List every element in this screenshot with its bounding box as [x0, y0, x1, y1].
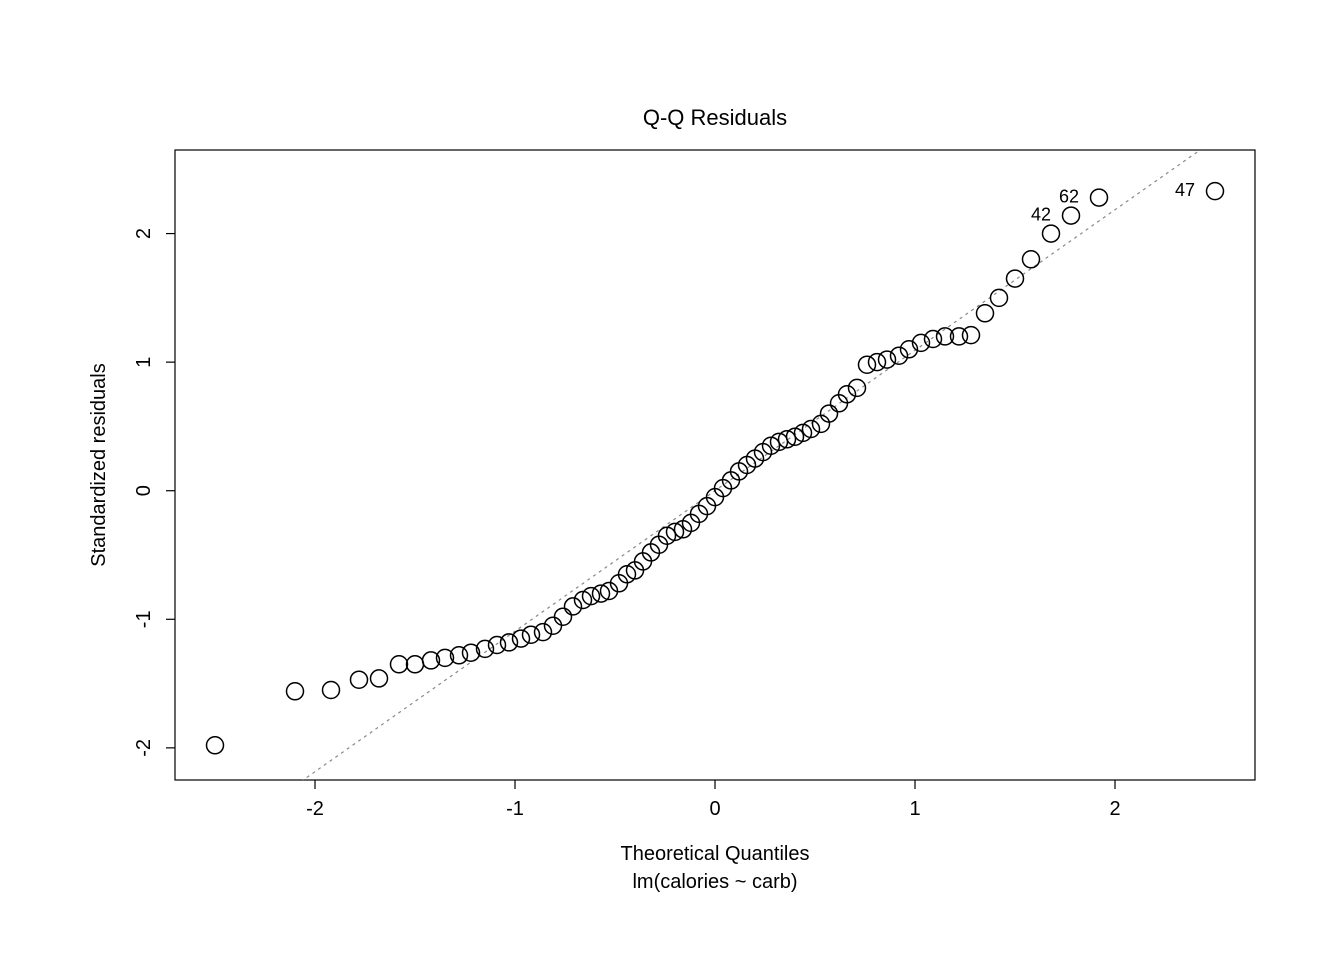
x-tick-label: 0	[709, 798, 720, 820]
model-formula-label: lm(calories ~ carb)	[632, 871, 797, 893]
y-tick-label: 0	[133, 485, 155, 496]
chart-background	[0, 0, 1344, 960]
y-axis-label: Standardized residuals	[88, 363, 110, 566]
point-label: 47	[1175, 180, 1195, 200]
x-tick-label: 2	[1109, 798, 1120, 820]
y-tick-label: -2	[133, 739, 155, 757]
qq-plot: 42 62 47 -2 -1 0 1 2 -2 -1 0 1 2 Q-Q Residuals Theoret…	[0, 0, 1344, 960]
y-tick-label: -1	[133, 610, 155, 628]
x-axis-label: Theoretical Quantiles	[621, 843, 810, 865]
x-tick-label: 1	[909, 798, 920, 820]
point-label: 42	[1031, 205, 1051, 225]
x-tick-label: -2	[306, 798, 324, 820]
x-tick-label: -1	[506, 798, 524, 820]
y-tick-label: 2	[133, 228, 155, 239]
chart-title: Q-Q Residuals	[643, 105, 787, 130]
point-label: 62	[1059, 187, 1079, 207]
y-tick-label: 1	[133, 357, 155, 368]
